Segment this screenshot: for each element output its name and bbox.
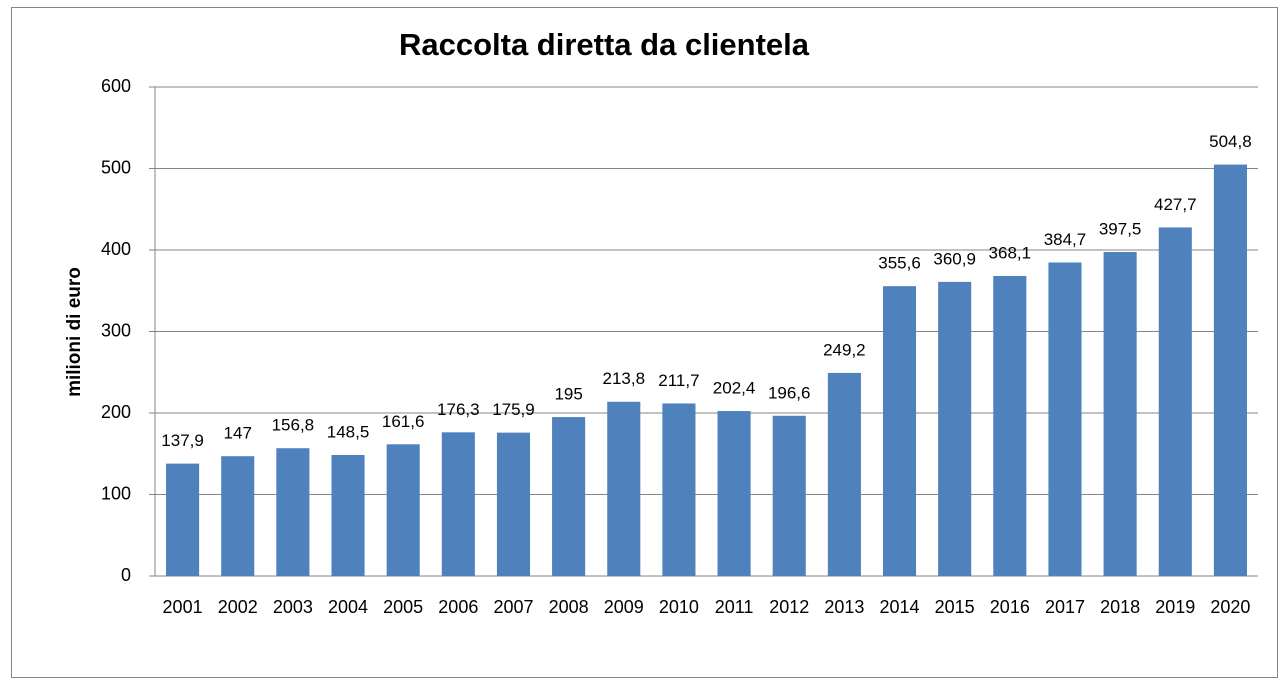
x-tick-label: 2017 [1045,597,1085,617]
data-label: 202,4 [713,379,756,398]
x-tick-label: 2012 [769,597,809,617]
x-tick-label: 2003 [273,597,313,617]
y-tick-label: 300 [101,320,131,340]
bar [607,401,641,576]
data-label: 156,8 [272,416,315,435]
y-tick-label: 600 [101,76,131,96]
chart-border [11,7,1278,678]
data-label: 176,3 [437,400,480,419]
bar [827,372,861,576]
x-tick-label: 2004 [328,597,368,617]
data-label: 355,6 [878,254,921,273]
data-label: 249,2 [823,340,866,359]
chart-title: Raccolta diretta da clientela [399,27,810,62]
bar [496,432,531,576]
bar [221,456,255,576]
x-tick-label: 2014 [880,597,920,617]
data-label: 360,9 [933,249,976,268]
x-tick-label: 2016 [990,597,1030,617]
x-tick-label: 2007 [493,597,533,617]
x-tick-label: 2002 [218,597,258,617]
x-tick-label: 2011 [715,597,754,617]
data-label: 137,9 [161,431,204,450]
x-tick-label: 2001 [163,597,203,617]
data-label: 195 [554,385,582,404]
data-label: 427,7 [1154,195,1197,214]
bar [662,403,696,576]
x-tick-label: 2018 [1100,597,1140,617]
y-tick-label: 500 [101,157,131,177]
y-tick-label: 200 [101,402,131,422]
bar [1213,164,1247,576]
data-label: 175,9 [492,400,535,419]
x-tick-label: 2020 [1210,597,1250,617]
bar [331,454,365,576]
bar [166,463,200,576]
x-tick-label: 2006 [438,597,478,617]
bar [441,432,475,576]
data-label: 213,8 [603,369,646,388]
bar [882,286,917,576]
bar [717,411,751,576]
bar [1048,262,1082,576]
bar [1103,252,1137,576]
bar [993,275,1027,576]
x-tick-label: 2019 [1155,597,1195,617]
y-tick-label: 400 [101,239,131,259]
data-label: 148,5 [327,422,370,441]
x-tick-label: 2009 [604,597,644,617]
y-tick-label: 0 [121,565,131,585]
bar [276,448,310,576]
data-label: 384,7 [1044,230,1087,249]
bar [772,415,806,576]
data-label: 504,8 [1209,132,1252,151]
bar [1158,227,1192,576]
data-label: 368,1 [989,243,1032,262]
x-tick-label: 2005 [383,597,423,617]
y-axis-label: milioni di euro [64,267,85,397]
x-tick-label: 2010 [659,597,699,617]
bar [552,417,586,576]
data-label: 211,7 [658,371,699,390]
data-label: 196,6 [768,383,811,402]
x-tick-label: 2015 [935,597,975,617]
x-tick-label: 2013 [824,597,864,617]
y-tick-label: 100 [101,483,131,503]
x-tick-label: 2008 [549,597,589,617]
bar [386,444,420,576]
data-label: 161,6 [382,412,425,431]
data-label: 147 [224,424,252,443]
data-label: 397,5 [1099,220,1142,239]
bar [938,281,972,576]
